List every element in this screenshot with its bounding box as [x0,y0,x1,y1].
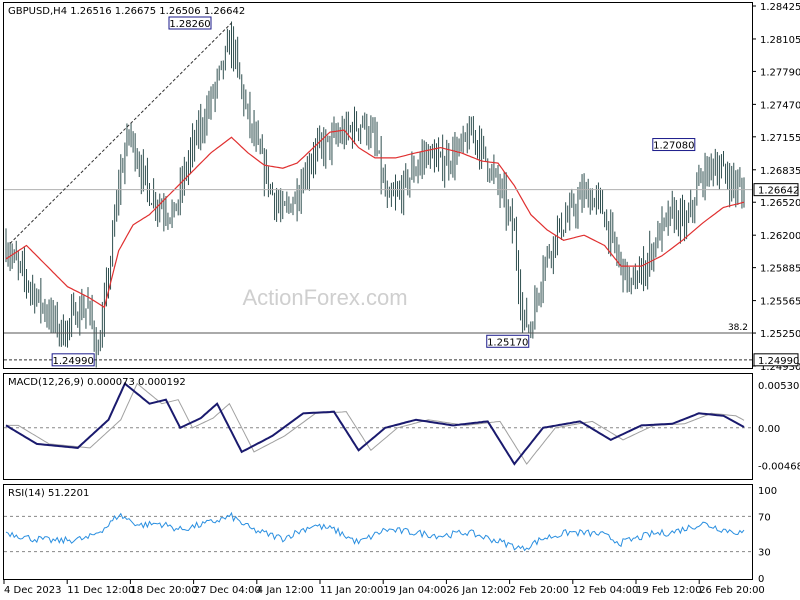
price-tick-label: 1.25885 [760,264,800,275]
candlestick-series [5,21,745,368]
price-annotation-label: 1.27080 [653,141,694,152]
macd-panel: 0.00530 0.00 -0.004685 [4,381,800,472]
time-tick-label: 18 Dec 20:00 [130,585,197,596]
price-axis: 1.28425 1.28105 1.27790 1.27470 1.27155 1.268… [752,2,800,373]
macd-panel-frame [3,373,753,480]
time-tick-label: 26 Jan 12:00 [446,585,509,596]
time-tick-label: 12 Feb 04:00 [573,585,639,596]
fib-label: 38.2 [728,323,748,333]
time-tick-label: 19 Jan 04:00 [383,585,446,596]
time-tick-label: 11 Dec 12:00 [67,585,134,596]
price-marker-label: 1.24990 [758,356,799,367]
macd-label: MACD(12,26,9) 0.000073 0.000192 [8,377,186,388]
price-tick-label: 1.26200 [760,231,800,242]
price-annotation-box [168,16,212,30]
macd-signal-line [6,382,745,465]
rsi-tick-label: 30 [758,548,771,559]
time-tick-label: 27 Dec 04:00 [194,585,261,596]
price-tick-label: 1.27470 [760,100,800,111]
price-panel-frame [3,2,753,369]
time-tick-label: 11 Jan 20:00 [320,585,383,596]
price-tick-label: 1.26835 [760,166,800,177]
macd-tick-label: 0.00530 [758,381,799,392]
rsi-tick-label: 0 [758,574,764,585]
price-overlays: 38.2 1.28260 1.27080 1.25170 1.24990 [4,16,752,367]
price-tick-label: 1.25250 [760,329,800,340]
trend-line [9,22,232,244]
price-annotation-label: 1.25170 [487,337,528,348]
price-tick-label: 1.28425 [760,2,800,13]
moving-average-line [5,129,745,309]
price-marker-box [753,183,799,197]
price-tick-label: 1.27155 [760,133,800,144]
price-marker-box [753,353,799,367]
macd-line [5,381,745,466]
price-tick-label: 1.27790 [760,67,800,78]
rsi-tick-label: 70 [758,512,771,523]
ma-line [5,129,745,309]
price-annotation-box [486,334,530,348]
symbol-header: GBPUSD,H4 1.26516 1.26675 1.26506 1.2664… [8,6,245,17]
time-tick-label: 2 Feb 20:00 [510,585,569,596]
time-tick-label: 26 Feb 20:00 [699,585,765,596]
macd-tick-label: 0.00 [758,424,780,435]
rsi-panel: 100 70 30 0 [4,486,777,585]
rsi-line [5,511,745,552]
rsi-tick-label: 100 [758,486,777,497]
price-annotation-box [652,138,696,152]
price-tick-label: 1.26520 [760,198,800,209]
price-tick-label: 1.24930 [760,362,800,373]
time-tick-label: 4 Dec 2023 [4,585,62,596]
price-annotation-label: 1.28260 [169,19,210,30]
price-annotation-box [51,353,95,367]
time-tick-label: 4 Jan 12:00 [257,585,314,596]
time-tick-label: 19 Feb 12:00 [636,585,702,596]
price-tick-label: 1.28105 [760,35,800,46]
macd-tick-label: -0.004685 [758,461,800,472]
rsi-label: RSI(14) 51.2201 [8,488,89,499]
price-marker-label: 1.26642 [758,186,799,197]
price-tick-label: 1.25565 [760,297,800,308]
price-annotation-label: 1.24990 [52,356,93,367]
watermark: ActionForex.com [242,285,407,310]
rsi-panel-frame [3,484,753,580]
